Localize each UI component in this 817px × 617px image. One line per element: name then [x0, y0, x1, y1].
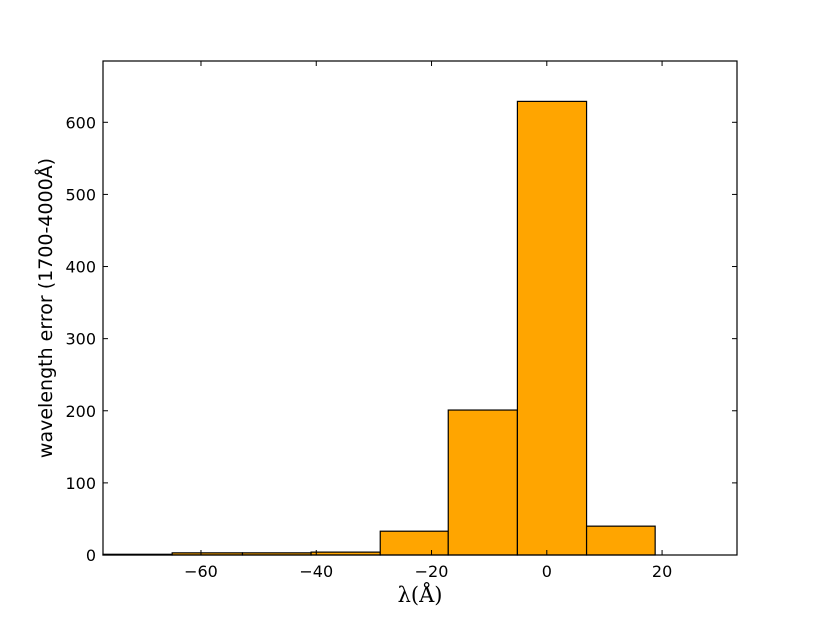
y-axis-label: wavelength error (1700-4000Å) — [34, 158, 57, 458]
y-tick-label: 300 — [65, 330, 96, 349]
x-axis-label: λ(Å) — [398, 582, 443, 607]
x-tick-label: −60 — [184, 562, 218, 581]
x-tick-label: −20 — [415, 562, 449, 581]
x-tick-label: 0 — [542, 562, 552, 581]
y-tick-label: 100 — [65, 474, 96, 493]
bars-group — [102, 100, 656, 556]
histogram-bar — [516, 100, 588, 556]
x-tick-label: 20 — [652, 562, 672, 581]
plot-frame — [102, 60, 738, 556]
y-tick-label: 400 — [65, 258, 96, 277]
histogram-bar — [585, 525, 656, 556]
y-tick-label: 0 — [86, 546, 96, 565]
y-tick-label: 200 — [65, 402, 96, 421]
y-tick-label: 600 — [65, 113, 96, 132]
y-tick-label: 500 — [65, 185, 96, 204]
x-tick-label: −40 — [299, 562, 333, 581]
histogram-bar — [447, 409, 519, 556]
histogram-bar — [379, 530, 449, 556]
